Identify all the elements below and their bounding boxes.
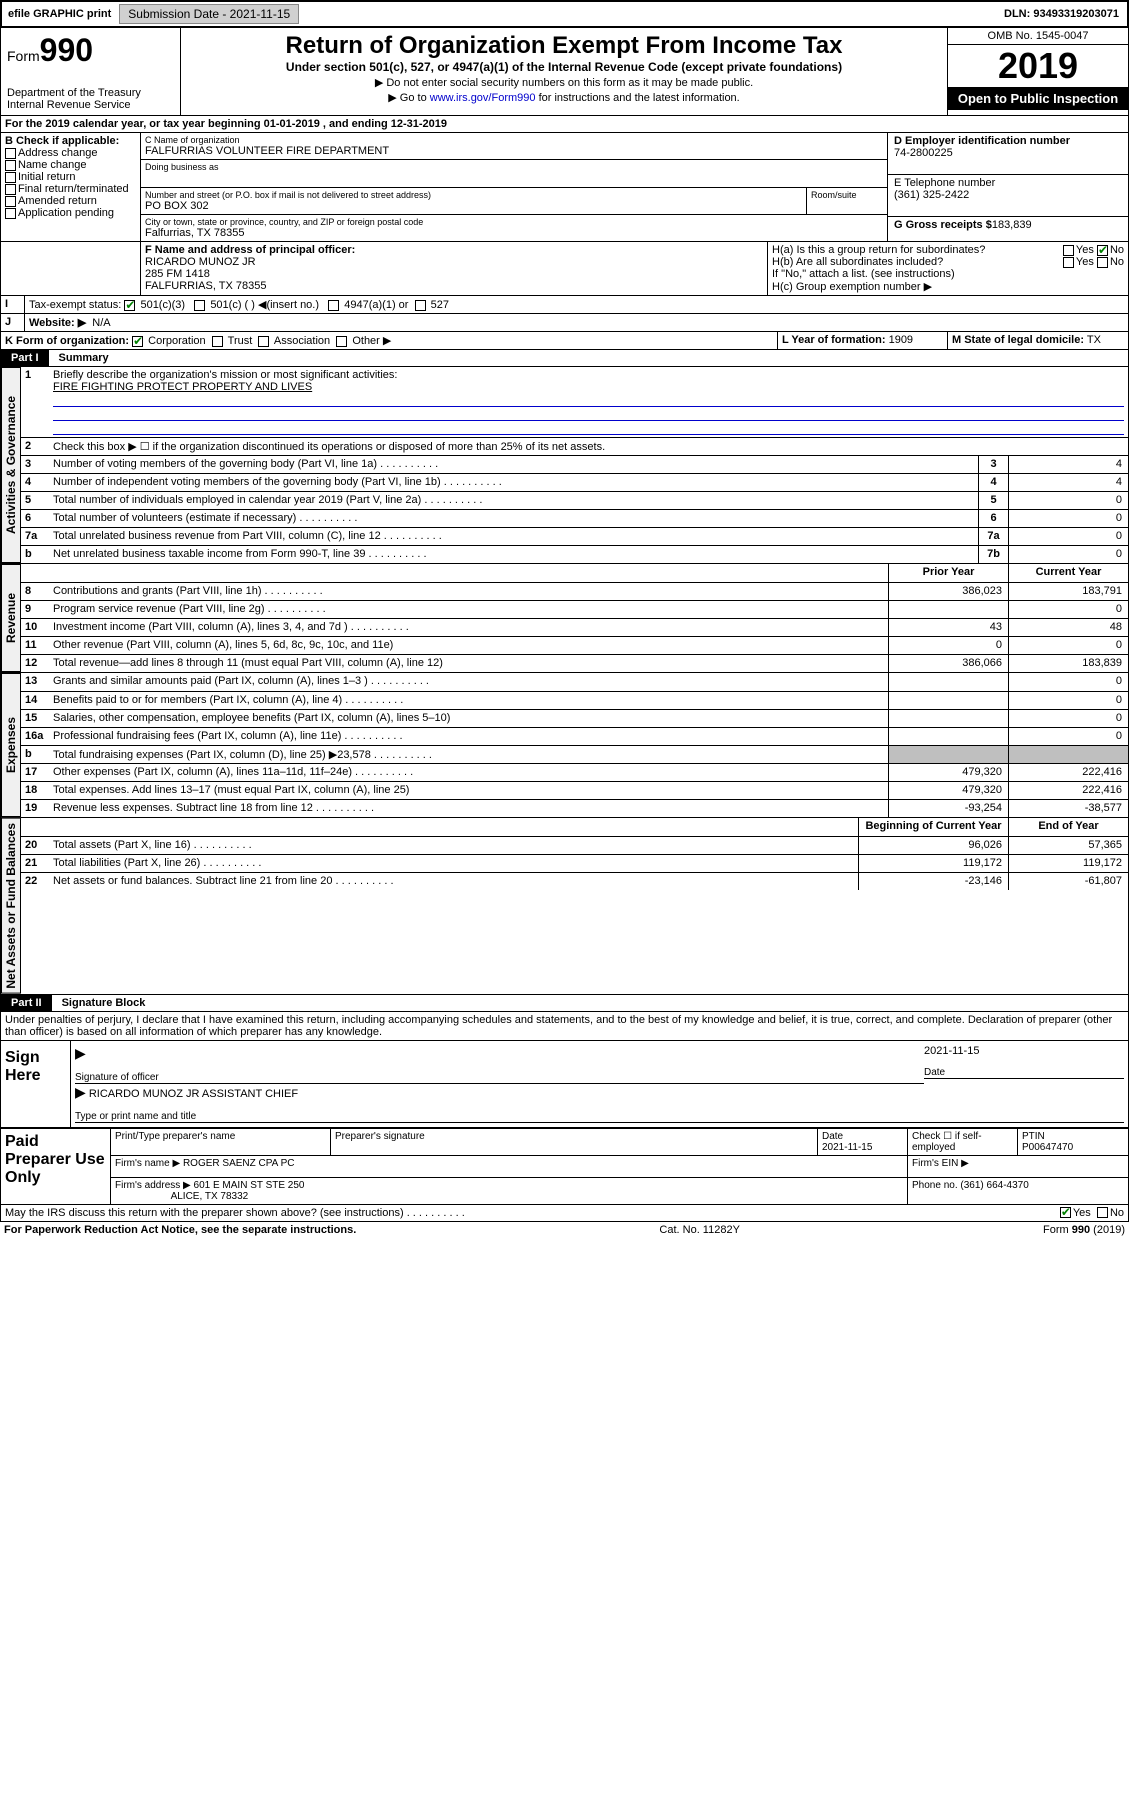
gov-row: 5Total number of individuals employed in… [21,491,1128,509]
vtab-governance: Activities & Governance [1,367,21,563]
data-row: 19Revenue less expenses. Subtract line 1… [21,799,1128,817]
ptin: P00647470 [1022,1142,1073,1153]
checkbox-discuss-no[interactable] [1097,1207,1108,1218]
irs-label: Internal Revenue Service [7,99,174,111]
website: N/A [92,317,110,329]
line-a: For the 2019 calendar year, or tax year … [0,116,1129,133]
gov-row: 3Number of voting members of the governi… [21,455,1128,473]
footer: For Paperwork Reduction Act Notice, see … [0,1222,1129,1238]
box-deg: D Employer identification number 74-2800… [888,133,1128,241]
checkbox-other[interactable] [336,336,347,347]
open-public: Open to Public Inspection [948,87,1128,110]
gov-row: bNet unrelated business taxable income f… [21,545,1128,563]
checkbox-pending[interactable] [5,208,16,219]
officer-name-title: RICARDO MUNOZ JR ASSISTANT CHIEF [89,1088,298,1100]
state-domicile: TX [1087,334,1101,346]
data-row: 8Contributions and grants (Part VIII, li… [21,582,1128,600]
data-row: bTotal fundraising expenses (Part IX, co… [21,745,1128,763]
part2-title: Signature Block [52,997,146,1009]
data-row: 22Net assets or fund balances. Subtract … [21,872,1128,890]
ein: 74-2800225 [894,147,1122,159]
data-row: 20Total assets (Part X, line 16)96,02657… [21,836,1128,854]
efile-label: efile GRAPHIC print [2,8,117,20]
instr-1: ▶ Do not enter social security numbers o… [185,76,943,89]
part2-label: Part II [1,995,52,1011]
data-row: 11Other revenue (Part VIII, column (A), … [21,636,1128,654]
data-row: 13Grants and similar amounts paid (Part … [21,673,1128,691]
top-bar: efile GRAPHIC print Submission Date - 20… [0,0,1129,28]
checkbox-ha-no[interactable] [1097,245,1108,256]
submission-date-button[interactable]: Submission Date - 2021-11-15 [119,4,299,24]
paid-preparer-label: Paid Preparer Use Only [1,1129,111,1204]
checkbox-501c[interactable] [194,300,205,311]
data-row: 9Program service revenue (Part VIII, lin… [21,600,1128,618]
checkbox-trust[interactable] [212,336,223,347]
dln-label: DLN: 93493319203071 [1004,8,1127,20]
gov-row: 6Total number of volunteers (estimate if… [21,509,1128,527]
data-row: 16aProfessional fundraising fees (Part I… [21,727,1128,745]
checkbox-assoc[interactable] [258,336,269,347]
data-row: 18Total expenses. Add lines 13–17 (must … [21,781,1128,799]
checkbox-name[interactable] [5,160,16,171]
part1-label: Part I [1,350,49,366]
checkbox-initial[interactable] [5,172,16,183]
vtab-netassets: Net Assets or Fund Balances [1,818,21,994]
data-row: 14Benefits paid to or for members (Part … [21,691,1128,709]
mission: FIRE FIGHTING PROTECT PROPERTY AND LIVES [53,381,312,393]
data-row: 10Investment income (Part VIII, column (… [21,618,1128,636]
firm-addr: 601 E MAIN ST STE 250 [194,1180,305,1191]
gov-row: 4Number of independent voting members of… [21,473,1128,491]
form990-link[interactable]: www.irs.gov/Form990 [430,92,536,104]
telephone: (361) 325-2422 [894,189,1122,201]
org-name: FALFURRIAS VOLUNTEER FIRE DEPARTMENT [145,145,883,157]
year-formation: 1909 [889,334,913,346]
data-row: 17Other expenses (Part IX, column (A), l… [21,763,1128,781]
data-row: 12Total revenue—add lines 8 through 11 (… [21,654,1128,672]
form-header: Form990 Department of the Treasury Inter… [0,28,1129,116]
gov-row: 7aTotal unrelated business revenue from … [21,527,1128,545]
checkbox-discuss-yes[interactable] [1060,1207,1071,1218]
street: PO BOX 302 [145,200,802,212]
box-b: B Check if applicable: Address change Na… [1,133,141,241]
dept-label: Department of the Treasury [7,87,174,99]
gross-receipts: 183,839 [992,219,1032,231]
omb-number: OMB No. 1545-0047 [948,28,1128,45]
part1-title: Summary [49,352,109,364]
form-title: Return of Organization Exempt From Incom… [185,32,943,60]
form-number: Form990 [7,32,174,69]
checkbox-hb-yes[interactable] [1063,257,1074,268]
instr-2: ▶ Go to www.irs.gov/Form990 for instruct… [185,91,943,104]
prep-date: 2021-11-15 [822,1142,872,1153]
sign-here-label: Sign Here [1,1041,71,1127]
data-row: 15Salaries, other compensation, employee… [21,709,1128,727]
checkbox-527[interactable] [415,300,426,311]
vtab-expenses: Expenses [1,673,21,817]
firm-name: ROGER SAENZ CPA PC [183,1158,295,1169]
officer-name: RICARDO MUNOZ JR [145,256,256,268]
form-subtitle: Under section 501(c), 527, or 4947(a)(1)… [185,60,943,74]
data-row: 21Total liabilities (Part X, line 26)119… [21,854,1128,872]
declaration: Under penalties of perjury, I declare th… [1,1012,1128,1040]
checkbox-hb-no[interactable] [1097,257,1108,268]
checkbox-4947[interactable] [328,300,339,311]
checkbox-ha-yes[interactable] [1063,245,1074,256]
firm-phone: (361) 664-4370 [960,1180,1028,1191]
vtab-revenue: Revenue [1,564,21,672]
checkbox-corp[interactable] [132,336,143,347]
checkbox-address[interactable] [5,148,16,159]
checkbox-final[interactable] [5,184,16,195]
city: Falfurrias, TX 78355 [145,227,883,239]
tax-year: 2019 [948,45,1128,87]
box-c: C Name of organization FALFURRIAS VOLUNT… [141,133,888,241]
checkbox-501c3[interactable] [124,300,135,311]
sign-date: 2021-11-15 [924,1045,1124,1057]
checkbox-amended[interactable] [5,196,16,207]
